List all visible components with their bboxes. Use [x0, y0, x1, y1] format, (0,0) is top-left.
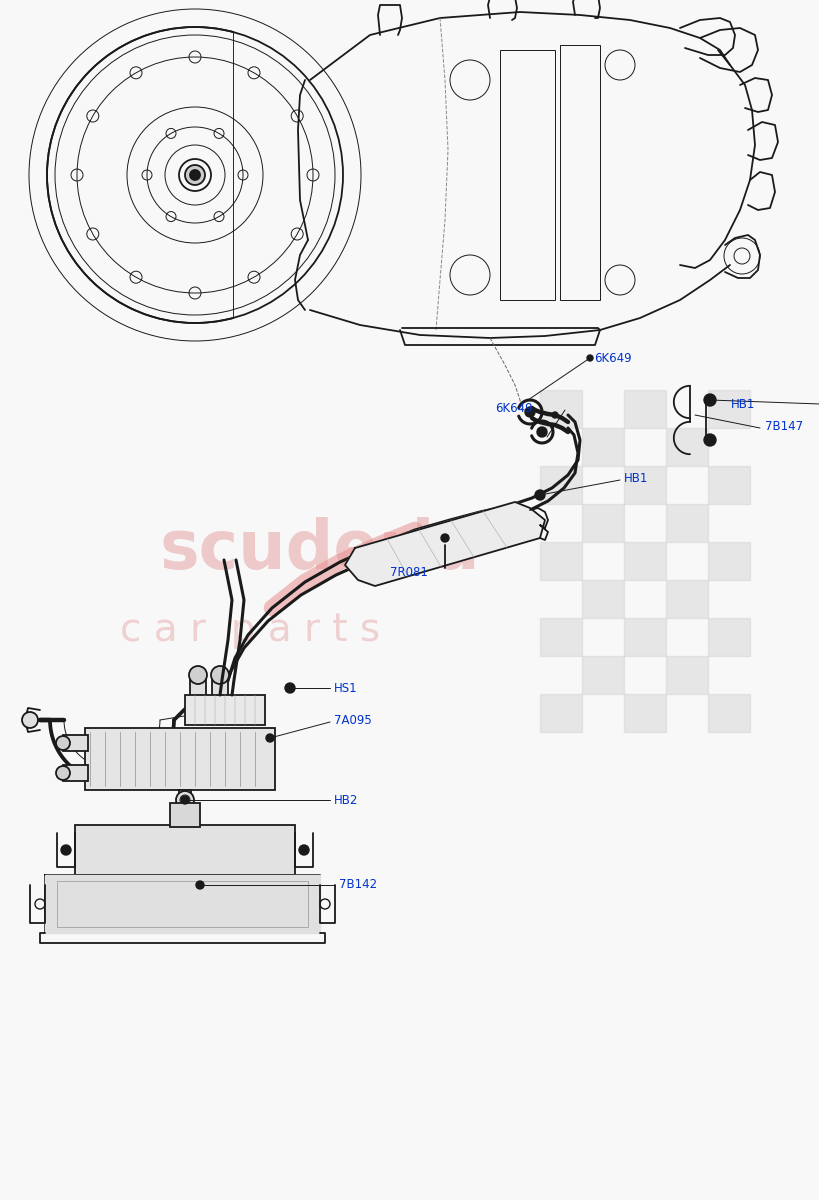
Text: c a r  p a r t s: c a r p a r t s	[120, 611, 380, 649]
Bar	[179, 790, 191, 805]
Bar	[665, 656, 707, 694]
Bar	[707, 618, 749, 656]
Circle shape	[524, 407, 534, 416]
Bar	[623, 694, 665, 732]
Bar	[665, 580, 707, 618]
Text: 7R081: 7R081	[390, 565, 428, 578]
Text: HS1: HS1	[333, 682, 357, 695]
Circle shape	[265, 734, 274, 742]
Text: 6K649: 6K649	[495, 402, 532, 414]
Circle shape	[551, 412, 557, 418]
Bar	[623, 618, 665, 656]
Bar	[540, 694, 581, 732]
Bar	[75, 826, 295, 875]
Bar	[500, 50, 554, 300]
Bar	[581, 580, 623, 618]
Circle shape	[299, 845, 309, 854]
Circle shape	[285, 683, 295, 692]
Bar	[540, 390, 581, 428]
Circle shape	[22, 712, 38, 728]
Text: HB1: HB1	[623, 472, 648, 485]
Circle shape	[188, 666, 206, 684]
Text: 7B147: 7B147	[764, 420, 802, 432]
Circle shape	[190, 170, 200, 180]
Bar	[581, 504, 623, 542]
Circle shape	[56, 736, 70, 750]
Bar	[623, 542, 665, 580]
Text: 7A095: 7A095	[333, 714, 371, 726]
Bar	[540, 618, 581, 656]
Bar	[185, 695, 265, 725]
Circle shape	[181, 796, 188, 804]
Circle shape	[536, 427, 546, 437]
Polygon shape	[345, 502, 545, 586]
Text: 7B142: 7B142	[338, 878, 377, 892]
Bar	[63, 734, 88, 751]
Circle shape	[176, 791, 194, 809]
Circle shape	[185, 164, 205, 185]
Bar	[707, 694, 749, 732]
Bar	[707, 390, 749, 428]
Circle shape	[61, 845, 71, 854]
Circle shape	[210, 666, 229, 684]
Bar	[581, 428, 623, 466]
Circle shape	[196, 881, 204, 889]
Polygon shape	[45, 875, 319, 934]
Bar	[581, 656, 623, 694]
Circle shape	[56, 766, 70, 780]
Bar	[623, 466, 665, 504]
Bar	[623, 390, 665, 428]
Bar	[85, 728, 274, 790]
Bar	[559, 44, 600, 300]
Bar	[212, 674, 228, 703]
Bar	[540, 466, 581, 504]
Bar	[707, 542, 749, 580]
Bar	[665, 504, 707, 542]
Circle shape	[586, 355, 592, 361]
Circle shape	[47, 26, 342, 323]
Bar	[190, 674, 206, 703]
Text: 6K649: 6K649	[593, 352, 631, 365]
Circle shape	[704, 434, 715, 446]
Circle shape	[441, 534, 449, 542]
Bar	[540, 542, 581, 580]
Bar	[170, 803, 200, 827]
Bar	[665, 428, 707, 466]
Bar	[707, 466, 749, 504]
Text: scuderia: scuderia	[160, 517, 480, 583]
Text: HB1: HB1	[730, 397, 754, 410]
Circle shape	[534, 490, 545, 500]
Bar	[63, 766, 88, 781]
Text: HB2: HB2	[333, 793, 358, 806]
Circle shape	[704, 394, 715, 406]
